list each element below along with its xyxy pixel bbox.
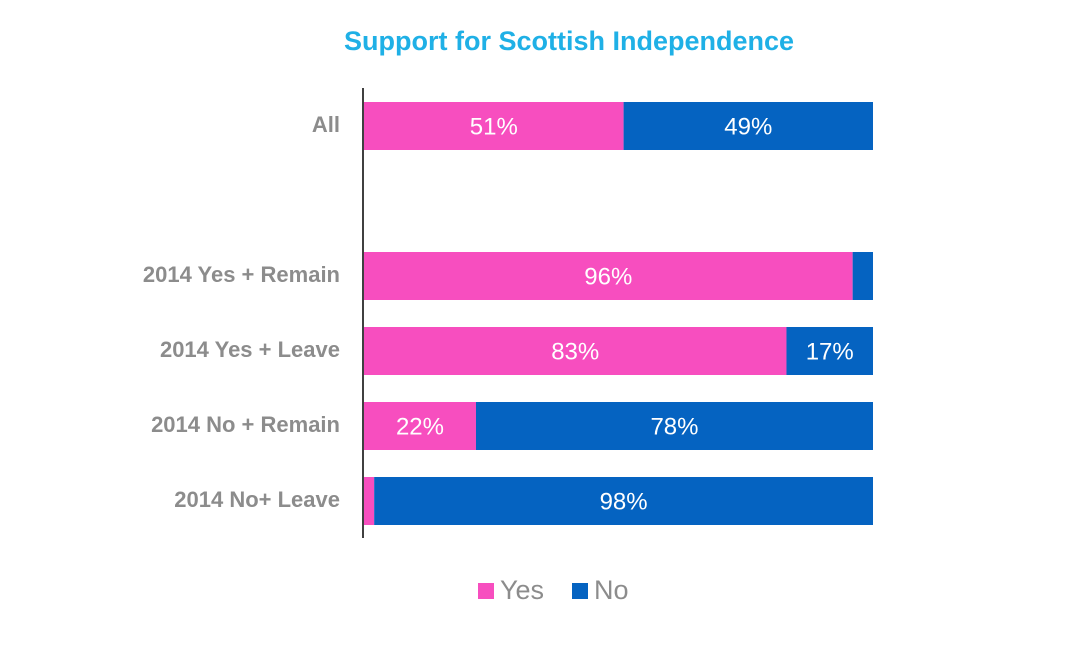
bar-segment [623,102,873,150]
bar-segment [364,402,476,450]
value-label: 83% [551,338,599,365]
y-tick-label: 2014 No+ Leave [174,487,340,512]
value-label: 78% [650,413,698,440]
value-label: 49% [724,113,772,140]
legend-swatch [478,583,494,599]
legend-label: Yes [500,575,544,605]
bar-segment [364,327,787,375]
bar-segment [786,327,873,375]
bar-segment [374,477,873,525]
y-tick-label: All [312,112,340,137]
value-label: 98% [600,488,648,515]
y-tick-label: 2014 Yes + Leave [160,337,340,362]
y-tick-label: 2014 Yes + Remain [143,262,340,287]
bar-segment [475,402,873,450]
value-label: 51% [470,113,518,140]
bar-segment [364,252,853,300]
value-label: 96% [584,263,632,290]
y-tick-label: 2014 No + Remain [151,412,340,437]
bar-segment [852,252,873,300]
legend-label: No [594,575,629,605]
bar-segment [364,102,624,150]
legend-swatch [572,583,588,599]
bar-segment [364,477,375,525]
value-label: 17% [806,338,854,365]
value-label: 22% [396,413,444,440]
chart-title: Support for Scottish Independence [344,26,794,56]
